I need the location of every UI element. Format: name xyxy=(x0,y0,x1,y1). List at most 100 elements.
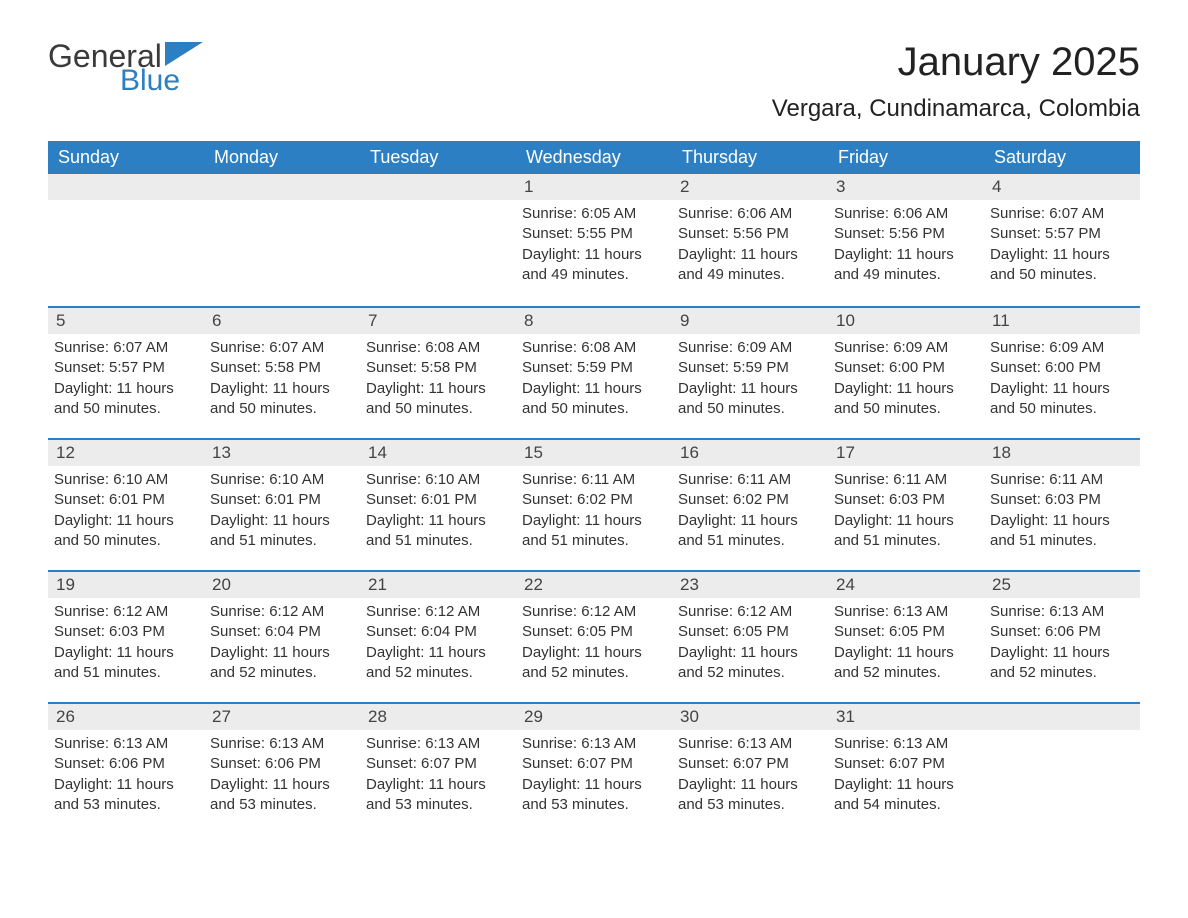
sunrise-text: Sunrise: 6:10 AM xyxy=(366,470,510,490)
daylight-text: Daylight: 11 hours and 52 minutes. xyxy=(990,643,1134,684)
calendar-cell: 30Sunrise: 6:13 AMSunset: 6:07 PMDayligh… xyxy=(672,702,828,834)
sunset-text: Sunset: 6:00 PM xyxy=(834,358,978,378)
dow-header: Saturday xyxy=(984,141,1140,174)
calendar-cell: 25Sunrise: 6:13 AMSunset: 6:06 PMDayligh… xyxy=(984,570,1140,702)
sunrise-text: Sunrise: 6:09 AM xyxy=(990,338,1134,358)
calendar-cell: 18Sunrise: 6:11 AMSunset: 6:03 PMDayligh… xyxy=(984,438,1140,570)
calendar-cell xyxy=(360,174,516,306)
daylight-text: Daylight: 11 hours and 50 minutes. xyxy=(522,379,666,420)
day-details: Sunrise: 6:13 AMSunset: 6:06 PMDaylight:… xyxy=(48,730,204,821)
daylight-text: Daylight: 11 hours and 49 minutes. xyxy=(834,245,978,286)
calendar-cell: 29Sunrise: 6:13 AMSunset: 6:07 PMDayligh… xyxy=(516,702,672,834)
days-of-week-row: SundayMondayTuesdayWednesdayThursdayFrid… xyxy=(48,141,1140,174)
sunset-text: Sunset: 6:01 PM xyxy=(210,490,354,510)
day-number: 28 xyxy=(360,702,516,730)
calendar-cell: 1Sunrise: 6:05 AMSunset: 5:55 PMDaylight… xyxy=(516,174,672,306)
daylight-text: Daylight: 11 hours and 53 minutes. xyxy=(210,775,354,816)
calendar-cell: 14Sunrise: 6:10 AMSunset: 6:01 PMDayligh… xyxy=(360,438,516,570)
day-details: Sunrise: 6:09 AMSunset: 5:59 PMDaylight:… xyxy=(672,334,828,425)
calendar-cell: 3Sunrise: 6:06 AMSunset: 5:56 PMDaylight… xyxy=(828,174,984,306)
sunrise-text: Sunrise: 6:11 AM xyxy=(522,470,666,490)
dow-header: Wednesday xyxy=(516,141,672,174)
logo: General Blue xyxy=(48,40,203,96)
day-details: Sunrise: 6:08 AMSunset: 5:59 PMDaylight:… xyxy=(516,334,672,425)
daylight-text: Daylight: 11 hours and 52 minutes. xyxy=(834,643,978,684)
day-details: Sunrise: 6:13 AMSunset: 6:06 PMDaylight:… xyxy=(984,598,1140,689)
calendar-cell: 6Sunrise: 6:07 AMSunset: 5:58 PMDaylight… xyxy=(204,306,360,438)
calendar-cell: 4Sunrise: 6:07 AMSunset: 5:57 PMDaylight… xyxy=(984,174,1140,306)
daylight-text: Daylight: 11 hours and 52 minutes. xyxy=(210,643,354,684)
day-number: 3 xyxy=(828,174,984,200)
dow-header: Tuesday xyxy=(360,141,516,174)
sunset-text: Sunset: 6:07 PM xyxy=(522,754,666,774)
sunrise-text: Sunrise: 6:13 AM xyxy=(834,602,978,622)
sunrise-text: Sunrise: 6:13 AM xyxy=(834,734,978,754)
sunset-text: Sunset: 5:59 PM xyxy=(678,358,822,378)
sunset-text: Sunset: 5:55 PM xyxy=(522,224,666,244)
month-title: January 2025 xyxy=(772,40,1140,85)
daylight-text: Daylight: 11 hours and 51 minutes. xyxy=(366,511,510,552)
calendar-cell: 11Sunrise: 6:09 AMSunset: 6:00 PMDayligh… xyxy=(984,306,1140,438)
calendar-cell: 27Sunrise: 6:13 AMSunset: 6:06 PMDayligh… xyxy=(204,702,360,834)
sunset-text: Sunset: 6:03 PM xyxy=(834,490,978,510)
sunrise-text: Sunrise: 6:13 AM xyxy=(366,734,510,754)
sunset-text: Sunset: 5:56 PM xyxy=(678,224,822,244)
sunset-text: Sunset: 5:58 PM xyxy=(210,358,354,378)
daylight-text: Daylight: 11 hours and 53 minutes. xyxy=(522,775,666,816)
sunrise-text: Sunrise: 6:11 AM xyxy=(834,470,978,490)
sunrise-text: Sunrise: 6:13 AM xyxy=(54,734,198,754)
sunset-text: Sunset: 5:56 PM xyxy=(834,224,978,244)
calendar-cell xyxy=(204,174,360,306)
day-details: Sunrise: 6:13 AMSunset: 6:07 PMDaylight:… xyxy=(828,730,984,821)
day-details: Sunrise: 6:12 AMSunset: 6:03 PMDaylight:… xyxy=(48,598,204,689)
day-details: Sunrise: 6:13 AMSunset: 6:06 PMDaylight:… xyxy=(204,730,360,821)
sunrise-text: Sunrise: 6:12 AM xyxy=(522,602,666,622)
calendar-cell: 8Sunrise: 6:08 AMSunset: 5:59 PMDaylight… xyxy=(516,306,672,438)
day-number: 8 xyxy=(516,306,672,334)
daylight-text: Daylight: 11 hours and 50 minutes. xyxy=(210,379,354,420)
week-row: 5Sunrise: 6:07 AMSunset: 5:57 PMDaylight… xyxy=(48,306,1140,438)
day-number: 11 xyxy=(984,306,1140,334)
day-number: 27 xyxy=(204,702,360,730)
sunrise-text: Sunrise: 6:11 AM xyxy=(678,470,822,490)
day-number xyxy=(360,174,516,200)
daylight-text: Daylight: 11 hours and 51 minutes. xyxy=(522,511,666,552)
sunrise-text: Sunrise: 6:08 AM xyxy=(522,338,666,358)
calendar-cell xyxy=(48,174,204,306)
daylight-text: Daylight: 11 hours and 53 minutes. xyxy=(678,775,822,816)
day-number: 17 xyxy=(828,438,984,466)
day-details: Sunrise: 6:09 AMSunset: 6:00 PMDaylight:… xyxy=(984,334,1140,425)
dow-header: Friday xyxy=(828,141,984,174)
day-number: 23 xyxy=(672,570,828,598)
sunrise-text: Sunrise: 6:05 AM xyxy=(522,204,666,224)
calendar-cell: 19Sunrise: 6:12 AMSunset: 6:03 PMDayligh… xyxy=(48,570,204,702)
day-details: Sunrise: 6:12 AMSunset: 6:05 PMDaylight:… xyxy=(516,598,672,689)
sunrise-text: Sunrise: 6:07 AM xyxy=(54,338,198,358)
sunset-text: Sunset: 6:05 PM xyxy=(522,622,666,642)
daylight-text: Daylight: 11 hours and 50 minutes. xyxy=(366,379,510,420)
daylight-text: Daylight: 11 hours and 53 minutes. xyxy=(366,775,510,816)
sunset-text: Sunset: 6:03 PM xyxy=(54,622,198,642)
day-details: Sunrise: 6:06 AMSunset: 5:56 PMDaylight:… xyxy=(672,200,828,291)
day-number xyxy=(204,174,360,200)
calendar-cell: 20Sunrise: 6:12 AMSunset: 6:04 PMDayligh… xyxy=(204,570,360,702)
day-number: 22 xyxy=(516,570,672,598)
sunrise-text: Sunrise: 6:09 AM xyxy=(834,338,978,358)
day-number: 19 xyxy=(48,570,204,598)
sunset-text: Sunset: 6:07 PM xyxy=(834,754,978,774)
sunrise-text: Sunrise: 6:12 AM xyxy=(210,602,354,622)
sunset-text: Sunset: 6:07 PM xyxy=(366,754,510,774)
day-details: Sunrise: 6:09 AMSunset: 6:00 PMDaylight:… xyxy=(828,334,984,425)
sunset-text: Sunset: 5:59 PM xyxy=(522,358,666,378)
sunset-text: Sunset: 6:01 PM xyxy=(366,490,510,510)
calendar-cell: 7Sunrise: 6:08 AMSunset: 5:58 PMDaylight… xyxy=(360,306,516,438)
sunset-text: Sunset: 5:58 PM xyxy=(366,358,510,378)
calendar-cell: 13Sunrise: 6:10 AMSunset: 6:01 PMDayligh… xyxy=(204,438,360,570)
daylight-text: Daylight: 11 hours and 50 minutes. xyxy=(990,245,1134,286)
day-number: 20 xyxy=(204,570,360,598)
daylight-text: Daylight: 11 hours and 49 minutes. xyxy=(522,245,666,286)
day-number: 16 xyxy=(672,438,828,466)
calendar-cell: 15Sunrise: 6:11 AMSunset: 6:02 PMDayligh… xyxy=(516,438,672,570)
daylight-text: Daylight: 11 hours and 51 minutes. xyxy=(54,643,198,684)
daylight-text: Daylight: 11 hours and 50 minutes. xyxy=(54,511,198,552)
